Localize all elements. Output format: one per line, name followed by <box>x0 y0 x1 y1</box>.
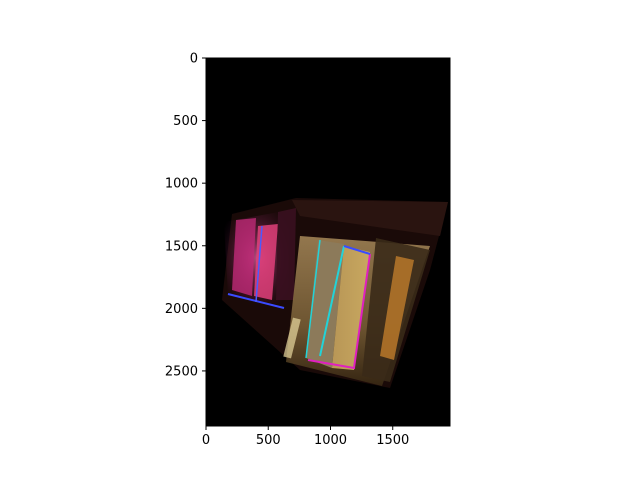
axes-frame <box>205 57 451 427</box>
x-axis: 0 500 1000 1500 <box>202 426 409 448</box>
left-neon-blue-vertical <box>255 225 263 303</box>
blue-neon-top <box>343 245 371 255</box>
right-lit-window <box>380 256 414 360</box>
magenta-neon-frame <box>307 253 371 370</box>
x-tick-label: 500 <box>256 433 281 448</box>
y-tick-label: 1500 <box>165 239 198 254</box>
y-tick-label: 1000 <box>165 177 198 192</box>
image-area <box>206 58 450 426</box>
cyan-neon-frame <box>319 245 345 357</box>
y-tick-label: 500 <box>173 114 198 129</box>
cyan-neon-frame-2 <box>305 239 321 359</box>
bottom-light-strip <box>283 317 301 359</box>
x-tick-label: 1000 <box>314 433 347 448</box>
y-axis: 0 500 1000 1500 2000 2500 <box>165 52 206 379</box>
left-dark-panel <box>276 208 296 300</box>
left-neon-window-1 <box>232 218 256 296</box>
roof-edge <box>292 200 448 236</box>
x-tick-label: 0 <box>202 433 210 448</box>
y-tick-label: 0 <box>190 52 198 67</box>
y-tick-label: 2000 <box>165 302 198 317</box>
y-tick-label: 2500 <box>165 364 198 379</box>
glass-door-right <box>332 246 370 370</box>
x-tick-label: 1500 <box>376 433 409 448</box>
